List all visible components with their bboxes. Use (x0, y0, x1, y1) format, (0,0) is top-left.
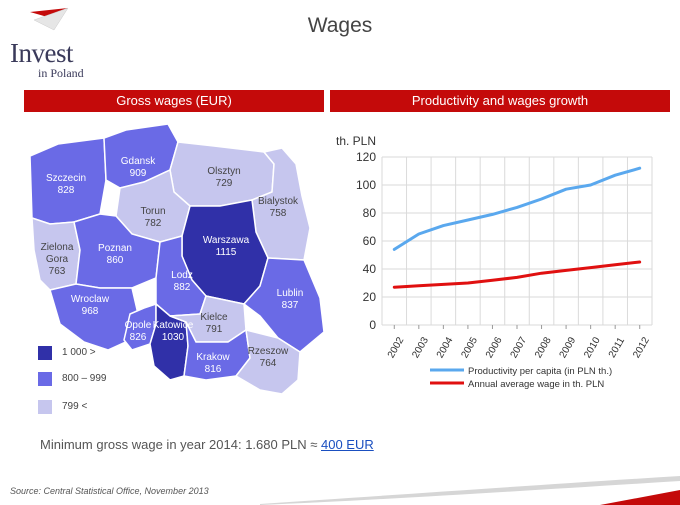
map-label-katowice-value: 1030 (162, 332, 185, 343)
data-point-wage (614, 264, 616, 266)
x-tick-label: 2008 (533, 335, 554, 360)
map-label-warszawa-name: Warszawa (203, 235, 250, 246)
map-label-wroclaw-value: 968 (82, 306, 99, 317)
map-label-szczecin-value: 828 (58, 185, 75, 196)
x-tick-label: 2003 (410, 335, 431, 360)
map-label-szczecin-name: Szczecin (46, 173, 86, 184)
page-title: Wages (307, 14, 373, 37)
map-label-bialystok-name: Bialystok (258, 196, 299, 207)
legend-swatch-high (38, 346, 52, 360)
invest-in-poland-logo: Invest in Poland (8, 6, 98, 80)
data-point-wage (638, 261, 641, 263)
map-label-poznan-name: Poznan (98, 243, 132, 254)
y-tick-label: 60 (363, 234, 377, 248)
data-point-wage (516, 276, 518, 279)
map-label-warszawa-value: 1115 (216, 247, 237, 258)
map-label-katowice-name: Katowice (153, 320, 194, 331)
data-point-productivity (393, 248, 396, 251)
map-label-gdansk-name: Gdansk (121, 156, 156, 167)
map-label-lodz-value: 882 (174, 282, 191, 293)
x-tick-label: 2011 (607, 335, 627, 360)
x-tick-label: 2010 (582, 335, 603, 360)
legend-swatch-low (38, 400, 52, 414)
data-point-productivity (565, 188, 567, 190)
map-label-torun-name: Torun (140, 206, 165, 217)
data-point-productivity (516, 206, 518, 209)
map-region-rzeszow (234, 329, 301, 395)
logo-flag-icon (30, 7, 69, 31)
y-axis-unit-label: th. PLN (336, 134, 376, 148)
legend-label-wage: Annual average wage in th. PLN (468, 379, 604, 390)
map-label-bialystok-value: 758 (270, 208, 287, 219)
map-label-opole-name: Opole (125, 320, 152, 331)
x-tick-label: 2007 (509, 335, 530, 360)
x-tick-label: 2002 (386, 335, 407, 360)
map-label-gdansk-value: 909 (130, 168, 147, 179)
data-point-wage (491, 279, 494, 281)
y-tick-label: 0 (369, 318, 376, 332)
data-point-productivity (540, 198, 543, 200)
minimum-wage-text: Minimum gross wage in year 2014: 1.680 P… (40, 437, 321, 452)
logo-sub-text: in Poland (38, 66, 84, 80)
x-tick-label: 2009 (558, 335, 579, 360)
legend-label-mid: 800 – 999 (62, 373, 107, 384)
data-point-wage (418, 285, 420, 287)
map-label-lublin-name: Lublin (277, 288, 304, 299)
y-tick-label: 100 (356, 178, 376, 192)
x-tick-label: 2012 (631, 335, 652, 360)
data-point-productivity (491, 213, 494, 216)
decorative-swoosh (260, 476, 680, 505)
data-point-wage (589, 266, 592, 269)
data-point-wage (540, 272, 543, 274)
map-label-poznan-value: 860 (107, 255, 124, 266)
legend-swatch-mid (38, 372, 52, 386)
data-point-productivity (614, 174, 616, 176)
map-label-krakow-value: 816 (205, 364, 222, 375)
y-tick-label: 20 (363, 290, 377, 304)
map-label-kielce-value: 791 (206, 324, 223, 335)
legend-label-low: 799 < (62, 401, 88, 412)
logo-main-text: Invest (10, 38, 73, 68)
data-point-wage (565, 269, 567, 272)
x-tick-label: 2004 (435, 335, 456, 360)
map-label-lodz-name: Lodz (171, 270, 193, 281)
data-point-wage (467, 282, 469, 284)
legend-label-productivity: Productivity per capita (in PLN th.) (468, 366, 612, 377)
legend-label-high: 1 000 > (62, 347, 96, 358)
data-point-productivity (638, 167, 641, 169)
map-label-kielce-name: Kielce (200, 312, 228, 323)
map-label-olsztyn-value: 729 (216, 178, 233, 189)
map-label-wroclaw-name: Wroclaw (71, 294, 110, 305)
map-label-zielona-name: Zielona (41, 242, 74, 253)
y-tick-label: 120 (356, 150, 376, 164)
data-point-wage (442, 283, 445, 286)
data-point-productivity (442, 224, 445, 227)
data-point-productivity (589, 184, 592, 186)
map-label-rzeszow-value: 764 (260, 358, 277, 369)
map-label-lublin-value: 837 (282, 300, 299, 311)
minimum-wage-eur-link[interactable]: 400 EUR (321, 437, 374, 452)
map-label-zielona-name2: Gora (46, 254, 69, 265)
data-point-wage (393, 286, 396, 288)
map-label-krakow-name: Krakow (196, 352, 230, 363)
minimum-wage-note: Minimum gross wage in year 2014: 1.680 P… (40, 437, 374, 452)
y-tick-label: 80 (363, 206, 377, 220)
map-label-opole-value: 826 (130, 332, 147, 343)
x-tick-label: 2006 (484, 335, 505, 360)
map-label-olsztyn-name: Olsztyn (207, 166, 240, 177)
x-tick-label: 2005 (459, 335, 480, 360)
y-tick-label: 40 (363, 262, 377, 276)
map-label-zielona-value: 763 (49, 266, 66, 277)
data-point-productivity (467, 219, 469, 221)
productivity-header: Productivity and wages growth (330, 90, 670, 112)
gross-wages-header: Gross wages (EUR) (24, 90, 324, 112)
source-note: Source: Central Statistical Office, Nove… (10, 486, 209, 496)
data-point-productivity (418, 233, 420, 235)
map-label-rzeszow-name: Rzeszow (248, 346, 289, 357)
map-label-torun-value: 782 (145, 218, 162, 229)
